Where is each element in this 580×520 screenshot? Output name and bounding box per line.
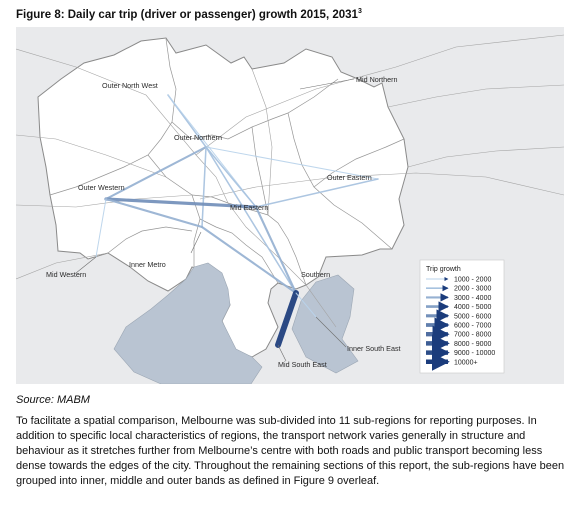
region-label-mid-south-east: Mid South East [278,360,327,369]
legend-label-1000-2000: 1000 - 2000 [454,277,491,284]
map-legend: Trip growth 1000 - 2000 2000 - 3000 3000 -… [419,259,505,374]
legend-label-3000-4000: 3000 - 4000 [454,295,491,302]
figure-source: Source: MABM [16,394,90,406]
flow-line-southern-to-inner-south-east [295,292,317,318]
legend-label-2000-3000: 2000 - 3000 [454,286,491,293]
legend-label-10000: 10000+ [454,359,478,366]
legend-label-4000-5000: 4000 - 5000 [454,304,491,311]
flow-line-outer-northern-to-southern [205,146,297,294]
flow-line-inner-metro-to-southern [200,225,298,295]
legend-title: Trip growth [426,266,461,273]
figure-title: Figure 8: Daily car trip (driver or pass… [16,8,362,21]
legend-items: 1000 - 2000 2000 - 3000 3000 - 4000 4000 - … [426,277,495,371]
metro-land-area [37,37,409,358]
flow-lines [95,94,379,348]
region-label-southern: Southern [301,270,330,279]
region-label-outer-western: Outer Western [78,183,125,192]
legend-label-9000-10000: 9000 - 10000 [454,350,495,357]
flow-line-outer-western-to-inner-metro [104,197,204,229]
flow-line-outer-western-to-mid-eastern [104,197,258,209]
region-label-mid-western: Mid Western [46,270,86,279]
flow-line-southern-to-mid-south-east [275,290,299,348]
map-panel: Outer North West Mid Northern Outer Nort… [16,27,564,384]
body-paragraph: To facilitate a spatial comparison, Melb… [16,415,565,487]
road-network [16,34,564,328]
subregion-boundaries [49,38,405,286]
port-phillip-bay [113,262,263,384]
flow-line-outer-northern-to-mid-eastern [205,146,257,208]
flow-line-mid-eastern-to-southern [254,205,298,295]
region-label-inner-metro: Inner Metro [129,260,166,269]
region-label-outer-eastern: Outer Eastern [327,173,372,182]
label-leader-lines [75,78,355,362]
flow-line-mid-western-to-outer-western [95,198,107,258]
map-canvas: Outer North West Mid Northern Outer Nort… [16,34,564,384]
flow-line-outer-northern-to-outer-western [104,145,208,201]
region-label-outer-north-west: Outer North West [102,81,158,90]
legend-label-6000-7000: 6000 - 7000 [454,323,491,330]
flow-line-outer-northern-to-inner-metro [201,146,207,228]
legend-label-7000-8000: 7000 - 8000 [454,332,491,339]
figure-title-footnote: 3 [357,8,362,15]
region-label-inner-south-east: Inner South East [347,344,401,353]
region-labels: Outer North West Mid Northern Outer Nort… [46,75,401,369]
legend-label-8000-9000: 8000 - 9000 [454,341,491,348]
region-label-mid-northern: Mid Northern [356,75,398,84]
western-port-bay [291,274,359,374]
flow-line-mid-eastern-to-outer-eastern [255,178,379,208]
region-label-mid-eastern: Mid Eastern [230,203,268,212]
region-label-outer-northern: Outer Northern [174,133,222,142]
legend-label-5000-6000: 5000 - 6000 [454,313,491,320]
flow-line-outer-northern-to-outer-eastern [205,146,379,180]
figure-title-text: Figure 8: Daily car trip (driver or pass… [16,8,358,21]
